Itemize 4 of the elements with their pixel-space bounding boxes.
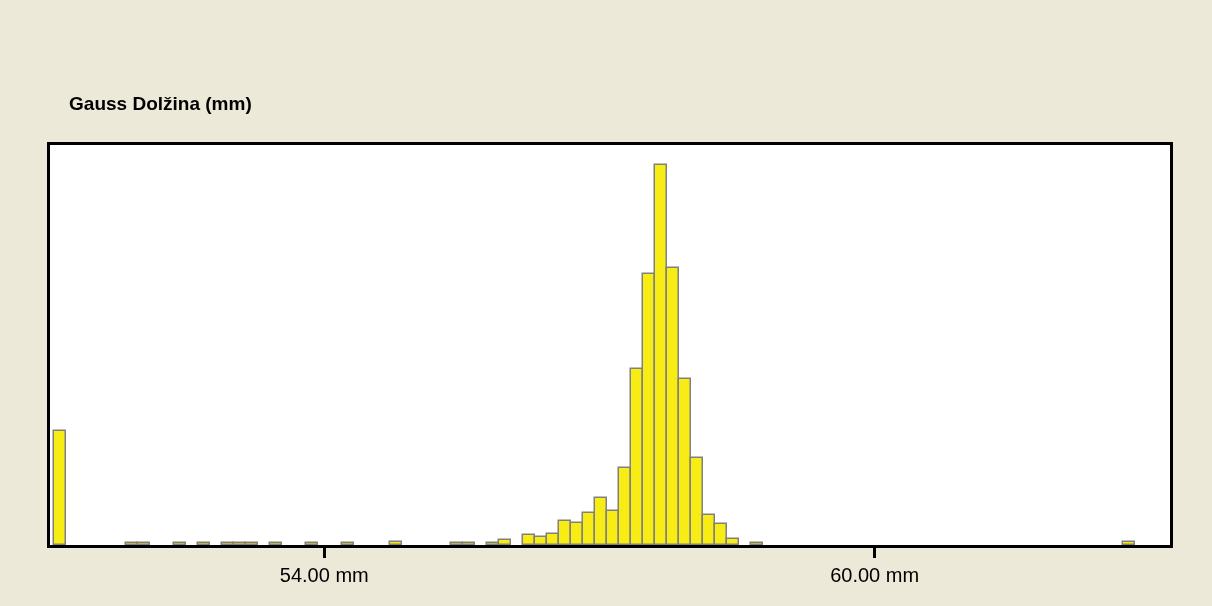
x-tick-label: 60.00 mm	[830, 564, 920, 586]
chart-title: Gauss Dolžina (mm)	[69, 93, 252, 115]
bar	[52, 429, 66, 545]
x-tick-label: 54.00 mm	[279, 564, 369, 586]
